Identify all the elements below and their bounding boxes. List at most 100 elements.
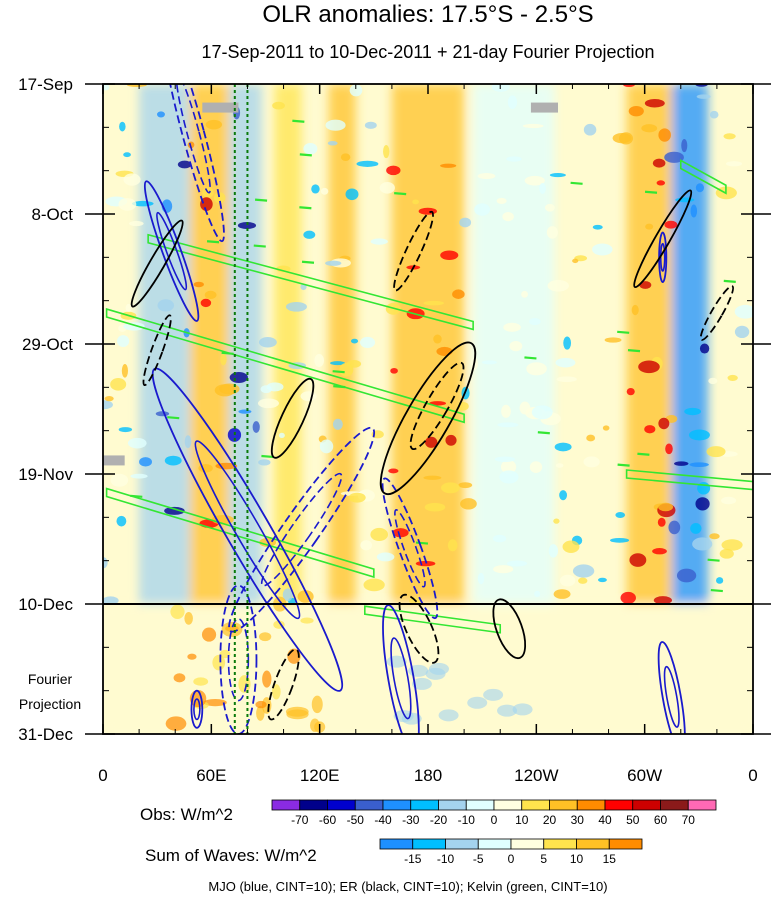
anomaly-blob <box>103 557 108 569</box>
anomaly-blob <box>237 222 257 230</box>
anomaly-blob <box>139 457 152 467</box>
anomaly-blob <box>553 589 571 599</box>
anomaly-blob <box>674 461 689 466</box>
anomaly-blob <box>440 163 457 168</box>
anomaly-blob <box>709 110 719 119</box>
anomaly-blob <box>412 199 419 205</box>
anomaly-blob <box>193 281 204 288</box>
obs-colorbar-label: Obs: W/m^2 <box>140 805 233 824</box>
anomaly-blob <box>529 461 543 473</box>
anomaly-blob <box>258 337 277 348</box>
anomaly-blob <box>572 564 595 578</box>
anomaly-blob <box>459 217 472 228</box>
anomaly-blob <box>563 336 572 350</box>
x-tick-label: 60W <box>627 766 662 785</box>
colorbar-label: 70 <box>682 813 696 827</box>
anomaly-blob <box>555 463 564 468</box>
anomaly-blob <box>734 325 750 339</box>
kelvin-dash <box>524 356 537 360</box>
anomaly-blob <box>325 119 346 131</box>
colorbar-swatch <box>521 799 550 811</box>
colorbar-label: 20 <box>543 813 557 827</box>
anomaly-blob <box>330 361 346 366</box>
anomaly-blob <box>499 470 519 484</box>
anomaly-blob <box>348 492 366 503</box>
anomaly-blob <box>129 220 144 227</box>
er-contour-3 <box>409 361 465 451</box>
colorbar-label: -60 <box>319 813 337 827</box>
anomaly-blob <box>610 537 630 543</box>
colorbar-swatch <box>687 799 717 811</box>
anomaly-blob <box>626 387 635 396</box>
mjo-contour-8 <box>190 689 204 729</box>
x-tick-label: 180 <box>414 766 442 785</box>
projection-blob <box>258 632 272 642</box>
colorbar-label: -10 <box>458 813 476 827</box>
anomaly-blob <box>503 322 521 332</box>
anomaly-blob <box>252 421 260 433</box>
kelvin-dash <box>707 558 720 562</box>
anomaly-blob <box>497 422 519 428</box>
anomaly-blob <box>592 243 613 256</box>
anomaly-blob <box>370 527 389 542</box>
anomaly-blob <box>440 250 459 260</box>
anomaly-blob <box>716 577 724 584</box>
olr-anomaly-field <box>103 84 753 734</box>
colorbar-swatch <box>410 799 439 811</box>
er-contour-5 <box>393 210 434 292</box>
colorbar-swatch <box>327 799 356 811</box>
anomaly-blob <box>583 123 597 136</box>
anomaly-blob <box>592 224 603 230</box>
kelvin-dash <box>292 119 305 123</box>
anomaly-blob <box>433 334 442 344</box>
kelvin-dash <box>261 454 274 459</box>
anomaly-blob <box>392 528 409 538</box>
colorbar-swatch <box>604 799 634 811</box>
kelvin-dash <box>301 260 315 264</box>
anomaly-blob <box>229 371 248 383</box>
anomaly-blob <box>388 468 399 474</box>
anomaly-blob <box>200 298 212 308</box>
projection-blob <box>401 712 422 725</box>
colorbar-label: 0 <box>508 852 515 866</box>
anomaly-blob <box>695 497 710 511</box>
projection-blob <box>285 706 309 717</box>
anomaly-blob <box>311 184 320 194</box>
anomaly-blob <box>629 553 647 567</box>
missing-data-patch <box>530 102 558 113</box>
waves-colorbar: -15 -10 -5 0 5 10 15 <box>379 838 643 866</box>
anomaly-blob <box>554 442 572 452</box>
kelvin-dash <box>710 588 723 593</box>
mjo-contour-1 <box>143 180 200 322</box>
kelvin-dash <box>299 206 312 210</box>
obs-colorbar: -70 -60 -50 -40 -30 -20 -10 0 10 20 30 40 50 60 70 <box>271 799 717 827</box>
kelvin-dash <box>723 279 736 283</box>
anomaly-blob <box>539 183 546 194</box>
anomaly-blob <box>447 539 458 552</box>
anomaly-blob <box>423 300 444 306</box>
anomaly-blob <box>258 459 271 466</box>
kelvin-contour-2 <box>105 487 375 579</box>
projection-blob <box>170 604 185 619</box>
anomaly-blob <box>436 346 453 356</box>
x-tick-label: 60E <box>196 766 226 785</box>
anomaly-blob <box>452 289 465 299</box>
kelvin-contour-4 <box>679 159 727 195</box>
anomaly-blob <box>386 165 401 176</box>
anomaly-blob <box>706 446 726 458</box>
y-tick-label: 31-Dec <box>18 725 73 744</box>
anomaly-blob <box>529 317 541 326</box>
anomaly-blob <box>285 302 307 312</box>
projection-region-fill <box>103 604 753 734</box>
anomaly-blob <box>721 496 737 505</box>
mjo-contour-5 <box>382 604 420 734</box>
anomaly-blob <box>300 391 317 401</box>
colorbar-label: 50 <box>626 813 640 827</box>
anomaly-blob <box>117 335 130 348</box>
mjo-contour-inner-8 <box>193 698 201 721</box>
colorbar-swatch <box>510 838 545 850</box>
anomaly-blob <box>723 133 736 140</box>
anomaly-blob <box>423 475 442 480</box>
anomaly-blob <box>620 591 636 604</box>
colorbar-swatch <box>493 799 523 811</box>
